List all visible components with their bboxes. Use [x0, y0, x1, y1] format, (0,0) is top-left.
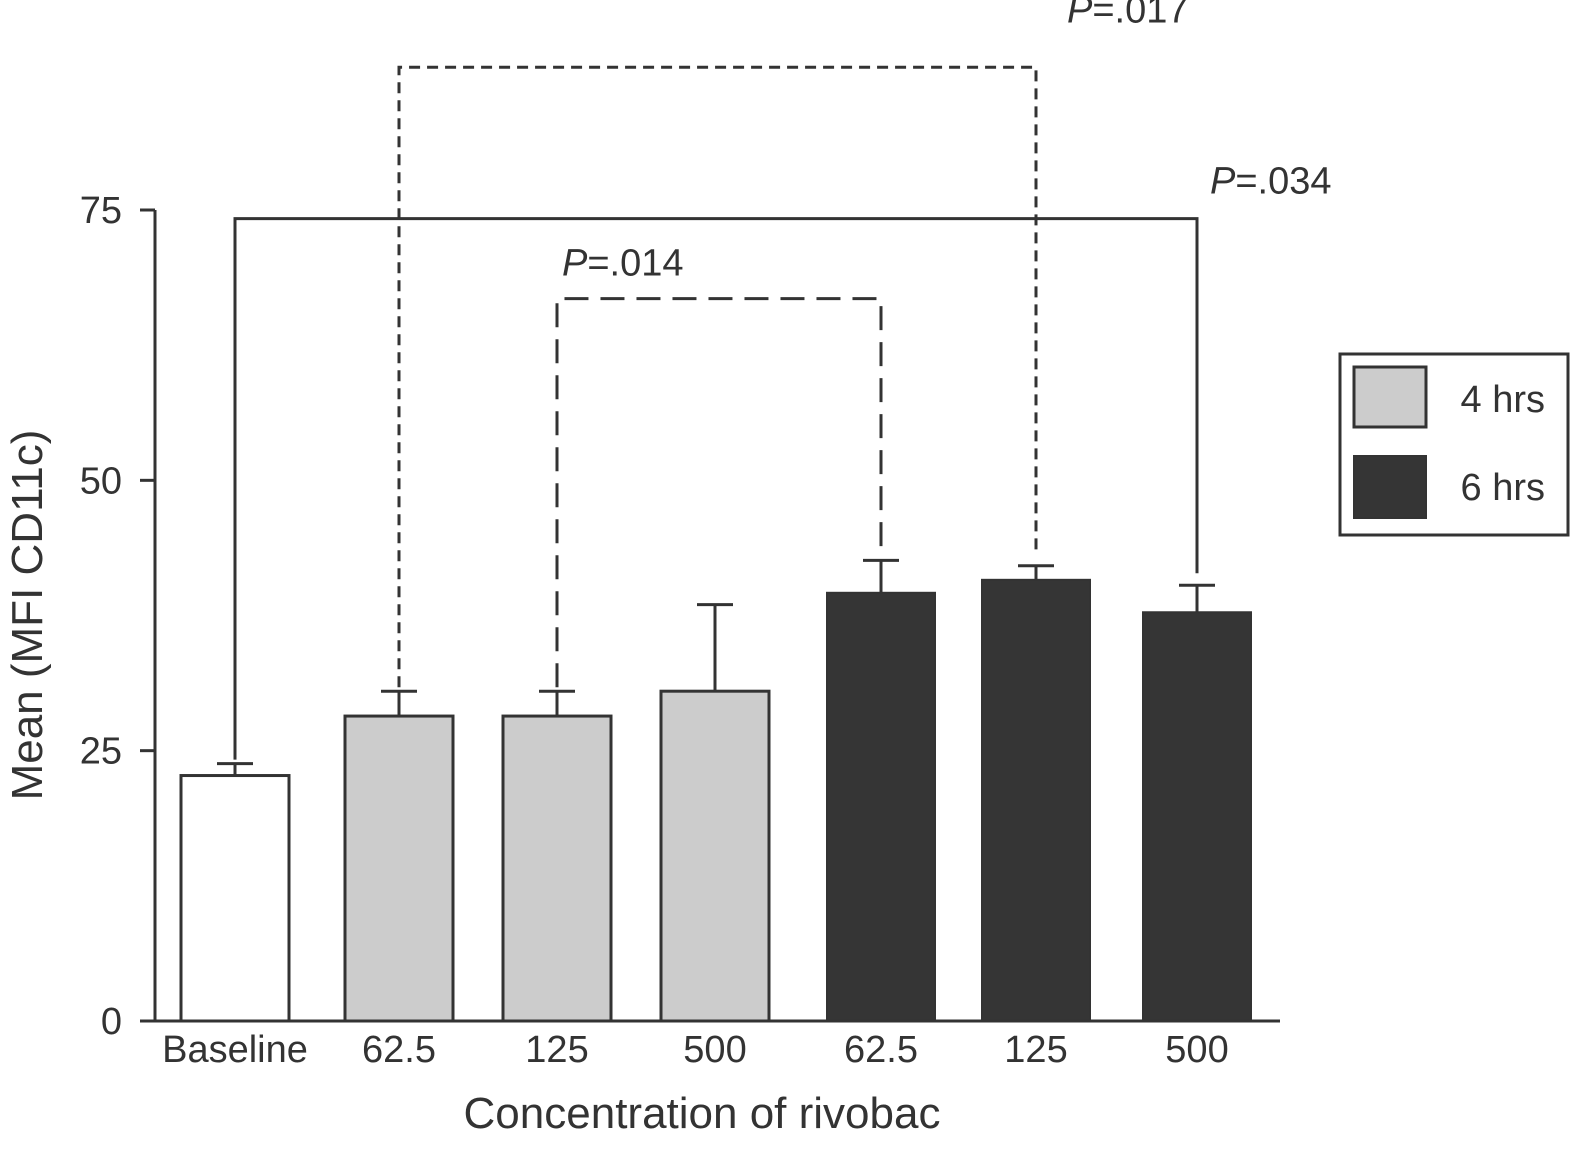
p-value-symbol: P [1210, 161, 1236, 203]
x-tick-label: 500 [1165, 1029, 1228, 1071]
x-axis-title: Concentration of rivobac [464, 1089, 941, 1138]
legend-swatch-6hrs [1353, 455, 1427, 519]
legend: 4 hrs 6 hrs [1338, 352, 1570, 537]
bar [179, 774, 291, 1023]
p-value-label: P=.034 [1210, 161, 1332, 203]
p-value-number: =.034 [1235, 161, 1331, 203]
legend-swatch-4hrs [1352, 365, 1428, 429]
x-tick-labels: Baseline 62.5 125 500 62.5 125 500 [162, 1029, 1229, 1071]
y-tick-label: 25 [80, 731, 122, 773]
bar [501, 714, 613, 1023]
bar [981, 578, 1091, 1022]
significance-bracket [555, 297, 883, 688]
bar [343, 714, 455, 1023]
bars-group [179, 558, 1252, 1023]
x-tick-label: Baseline [162, 1029, 308, 1071]
x-tick-label: 125 [1004, 1029, 1067, 1071]
y-axis-title: Mean (MFI CD11c) [3, 430, 52, 801]
bar [1142, 611, 1252, 1022]
x-tick-label: 500 [683, 1029, 746, 1071]
x-tick-label: 62.5 [362, 1029, 436, 1071]
y-tick-label: 0 [101, 1001, 122, 1043]
axes-group [153, 210, 1280, 1023]
p-value-label: P=.017 [1067, 0, 1189, 31]
y-ticks: 0 25 50 75 [80, 190, 155, 1043]
bar [826, 591, 936, 1022]
legend-label-4hrs: 4 hrs [1461, 379, 1545, 421]
p-value-number: =.017 [1092, 0, 1188, 31]
bar [659, 689, 771, 1023]
y-tick-label: 75 [80, 190, 122, 232]
y-tick-label: 50 [80, 460, 122, 502]
p-value-symbol: P [562, 243, 588, 285]
x-tick-label: 62.5 [844, 1029, 918, 1071]
p-value-symbol: P [1067, 0, 1093, 31]
significance-bracket [397, 65, 1038, 688]
significance-bracket [233, 217, 1199, 760]
p-value-number: =.014 [587, 243, 683, 285]
x-tick-label: 125 [525, 1029, 588, 1071]
legend-label-6hrs: 6 hrs [1461, 467, 1545, 509]
p-value-label: P=.014 [562, 243, 684, 285]
